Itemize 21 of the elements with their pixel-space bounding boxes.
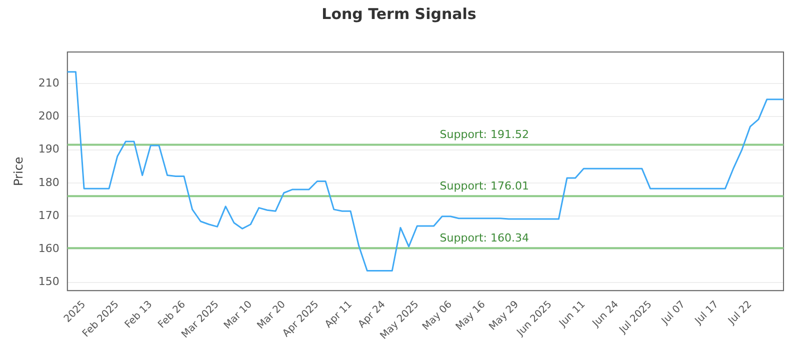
- y-tick-label: 190: [38, 142, 60, 156]
- ref-line-label: Support: 191.52: [440, 128, 529, 142]
- y-axis-title: Price: [11, 156, 26, 186]
- x-tick-label: Jul 07: [659, 299, 688, 328]
- x-tick-label: Jul 22: [726, 299, 754, 328]
- x-tick-label: Feb 13: [123, 299, 155, 331]
- x-tick-label: Mar 10: [222, 299, 255, 332]
- ref-line-label: Support: 160.34: [440, 231, 529, 244]
- x-tick-label: Apr 11: [323, 299, 354, 330]
- y-tick-label: 200: [38, 109, 60, 122]
- chart-title: Long Term Signals: [322, 4, 476, 23]
- x-tick-label: Jun 11: [556, 299, 588, 330]
- y-tick-label: 180: [38, 176, 60, 189]
- ref-line-label: Support: 176.01: [440, 180, 529, 193]
- y-tick-label: 150: [38, 275, 60, 288]
- y-tick-label: 210: [38, 76, 60, 90]
- y-tick-label: 170: [38, 208, 60, 222]
- x-tick-label: Jul 17: [692, 299, 721, 328]
- x-tick-label: Jun 24: [590, 299, 621, 330]
- y-tick-label: 160: [38, 242, 60, 256]
- x-tick-label: Apr 24: [356, 299, 388, 330]
